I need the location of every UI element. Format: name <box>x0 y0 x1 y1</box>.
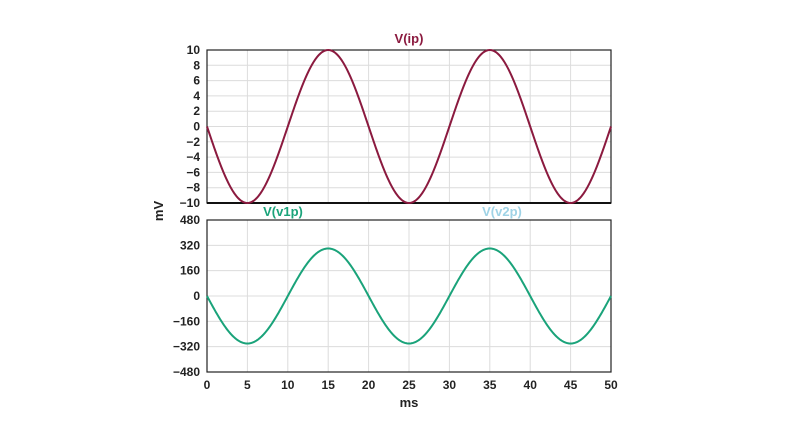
y-tick-label: −160 <box>173 314 200 328</box>
x-tick-label: 20 <box>362 378 376 392</box>
series-line-vip <box>206 48 612 205</box>
y-tick-label: −4 <box>186 150 200 164</box>
x-tick-label: 35 <box>483 378 497 392</box>
y-tick-label: 160 <box>180 264 200 278</box>
x-tick-label: 10 <box>281 378 295 392</box>
x-tick-label: 40 <box>524 378 538 392</box>
y-tick-label: −480 <box>173 365 200 379</box>
x-tick-label: 45 <box>564 378 578 392</box>
y-tick-label: 2 <box>193 104 200 118</box>
x-tick-labels: 0 5 10 15 20 25 30 35 40 45 50 <box>204 378 618 392</box>
y-axis-label: mV <box>151 201 166 222</box>
y-tick-label: −320 <box>173 340 200 354</box>
x-tick-label: 25 <box>402 378 416 392</box>
series-line-v1p <box>206 247 612 345</box>
y-tick-label: −10 <box>180 196 201 210</box>
y-tick-label: −8 <box>186 181 200 195</box>
y-tick-label: −6 <box>186 165 200 179</box>
x-tick-label: 5 <box>244 378 251 392</box>
y-tick-label: 8 <box>193 58 200 72</box>
top-panel-title: V(ip) <box>395 31 424 46</box>
x-tick-label: 50 <box>604 378 618 392</box>
y-tick-label: 6 <box>193 74 200 88</box>
x-tick-label: 15 <box>322 378 336 392</box>
x-axis-label: ms <box>400 395 419 410</box>
y-tick-label: 4 <box>193 89 200 103</box>
y-tick-label: 0 <box>193 289 200 303</box>
x-tick-label: 30 <box>443 378 457 392</box>
legend-label-v1p: V(v1p) <box>263 204 303 219</box>
y-tick-label: 10 <box>187 43 201 57</box>
y-tick-label: 0 <box>193 120 200 134</box>
legend-label-v2p: V(v2p) <box>482 204 522 219</box>
bottom-y-tick-labels: 480 320 160 0 −160 −320 −480 <box>173 213 200 379</box>
y-tick-label: 320 <box>180 238 200 252</box>
y-tick-label: −2 <box>186 135 200 149</box>
x-tick-label: 0 <box>204 378 211 392</box>
y-tick-label: 480 <box>180 213 200 227</box>
top-y-tick-labels: 108 642 0−2−4−6 −8−10 <box>180 43 201 210</box>
